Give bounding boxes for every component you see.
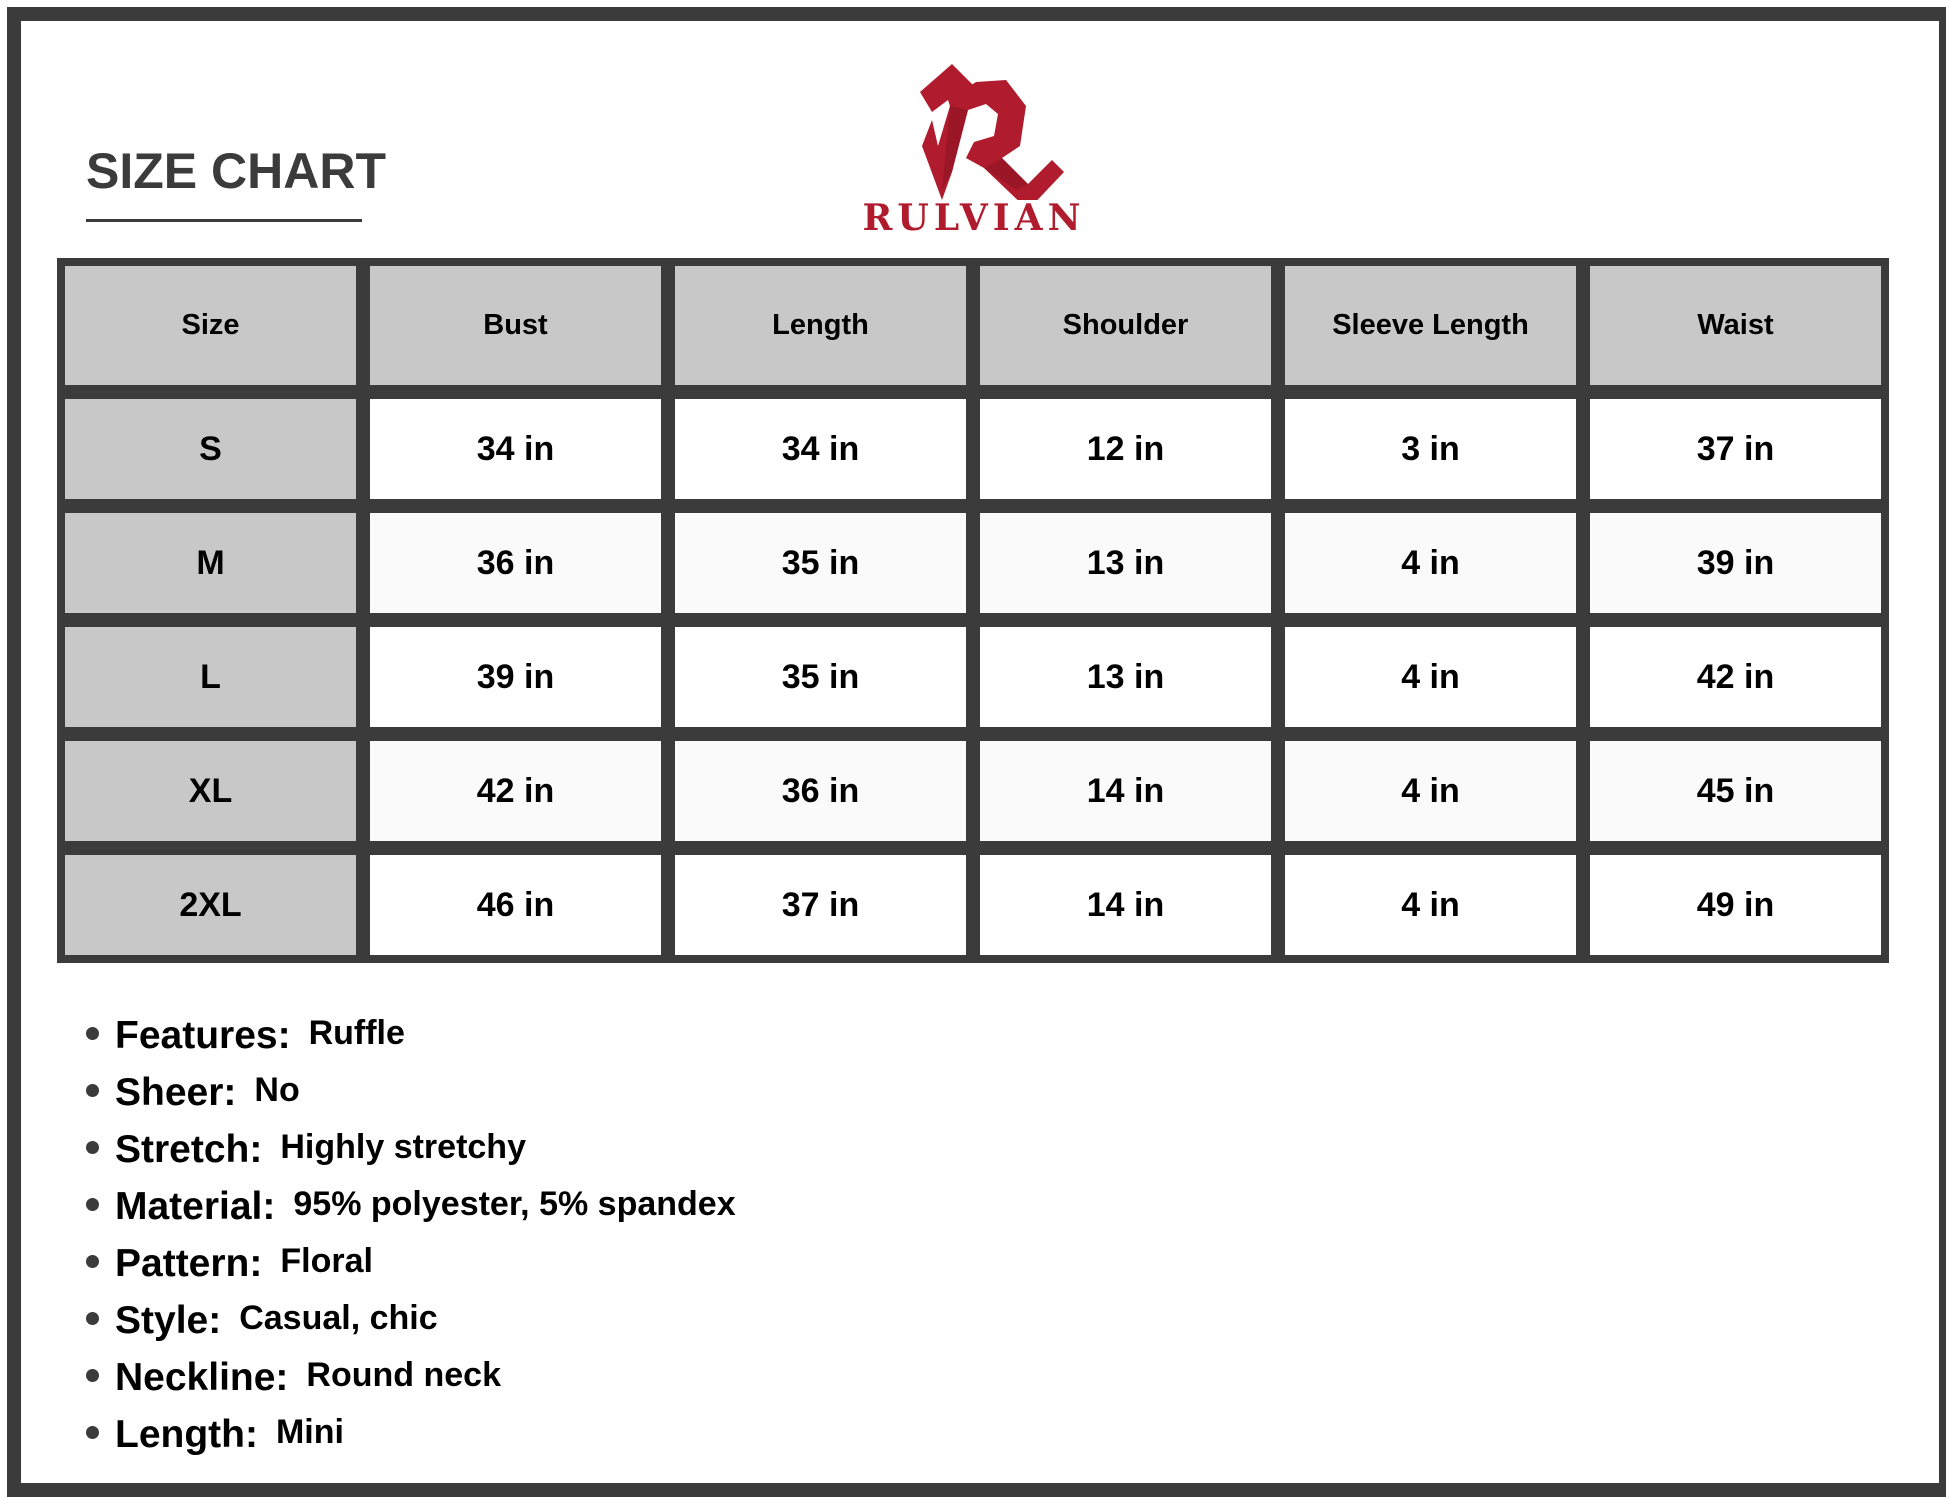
table-cell: 13 in — [980, 627, 1271, 727]
feature-value: Highly stretchy — [280, 1128, 526, 1166]
table-cell: 36 in — [675, 741, 966, 841]
size-label-cell: S — [65, 399, 356, 499]
table-cell: 45 in — [1590, 741, 1881, 841]
column-header-sleeve-length: Sleeve Length — [1285, 266, 1576, 385]
brand-name: RULVIAN — [862, 197, 1086, 239]
bullet-icon — [86, 1369, 99, 1382]
size-label-cell: 2XL — [65, 855, 356, 955]
table-cell: 35 in — [675, 513, 966, 613]
column-header-shoulder: Shoulder — [980, 266, 1271, 385]
feature-label-text: Stretch: — [115, 1128, 263, 1171]
feature-label-text: Neckline: — [115, 1356, 289, 1399]
feature-label-text: Sheer: — [115, 1071, 237, 1114]
column-header-waist: Waist — [1590, 266, 1881, 385]
feature-value: Ruffle — [308, 1014, 405, 1052]
table-cell: 34 in — [370, 399, 661, 499]
feature-value: Mini — [275, 1413, 344, 1451]
bullet-icon — [86, 1141, 99, 1154]
table-cell: 46 in — [370, 855, 661, 955]
column-header-size: Size — [65, 266, 356, 385]
table-cell: 34 in — [675, 399, 966, 499]
feature-label: Sheer: No — [115, 1071, 300, 1115]
page-title: SIZE CHART — [86, 143, 386, 199]
bullet-icon — [86, 1255, 99, 1268]
bullet-icon — [86, 1198, 99, 1211]
table-cell: 12 in — [980, 399, 1271, 499]
table-cell: 14 in — [980, 855, 1271, 955]
table-cell: 42 in — [1590, 627, 1881, 727]
brand-logo: RULVIAN — [856, 60, 1092, 239]
feature-label-text: Pattern: — [115, 1242, 263, 1285]
bullet-icon — [86, 1312, 99, 1325]
table-cell: 36 in — [370, 513, 661, 613]
size-label-cell: L — [65, 627, 356, 727]
feature-label-text: Features: — [115, 1014, 291, 1057]
column-header-length: Length — [675, 266, 966, 385]
table-cell: 13 in — [980, 513, 1271, 613]
bullet-icon — [86, 1084, 99, 1097]
feature-label-text: Material: — [115, 1185, 276, 1228]
table-cell: 42 in — [370, 741, 661, 841]
bullet-icon — [86, 1426, 99, 1439]
table-cell: 4 in — [1285, 855, 1576, 955]
feature-label-text: Length: — [115, 1413, 258, 1456]
feature-label: Stretch: Highly stretchy — [115, 1128, 526, 1172]
table-cell: 35 in — [675, 627, 966, 727]
feature-value: No — [254, 1071, 300, 1109]
table-cell: 4 in — [1285, 627, 1576, 727]
table-cell: 14 in — [980, 741, 1271, 841]
feature-value: Casual, chic — [239, 1299, 438, 1337]
feature-value: 95% polyester, 5% spandex — [293, 1185, 736, 1223]
feature-label-text: Style: — [115, 1299, 222, 1342]
size-table: Size Bust Length Shoulder Sleeve Length Waist… — [57, 258, 1889, 963]
bullet-icon — [86, 1027, 99, 1040]
table-cell: 3 in — [1285, 399, 1576, 499]
feature-label: Pattern: Floral — [115, 1242, 373, 1286]
table-cell: 39 in — [370, 627, 661, 727]
title-underline — [86, 219, 362, 222]
table-cell: 49 in — [1590, 855, 1881, 955]
table-cell: 37 in — [675, 855, 966, 955]
table-cell: 4 in — [1285, 513, 1576, 613]
feature-label: Neckline: Round neck — [115, 1356, 501, 1400]
column-header-bust: Bust — [370, 266, 661, 385]
size-label-cell: XL — [65, 741, 356, 841]
size-label-cell: M — [65, 513, 356, 613]
feature-value: Round neck — [306, 1356, 501, 1394]
feature-label: Material: 95% polyester, 5% spandex — [115, 1185, 736, 1229]
feature-label: Features: Ruffle — [115, 1014, 405, 1058]
rulvian-r-logo-icon — [920, 64, 1064, 210]
table-cell: 4 in — [1285, 741, 1576, 841]
feature-label: Length: Mini — [115, 1413, 344, 1457]
feature-value: Floral — [280, 1242, 373, 1280]
table-cell: 37 in — [1590, 399, 1881, 499]
feature-label: Style: Casual, chic — [115, 1299, 438, 1343]
table-cell: 39 in — [1590, 513, 1881, 613]
